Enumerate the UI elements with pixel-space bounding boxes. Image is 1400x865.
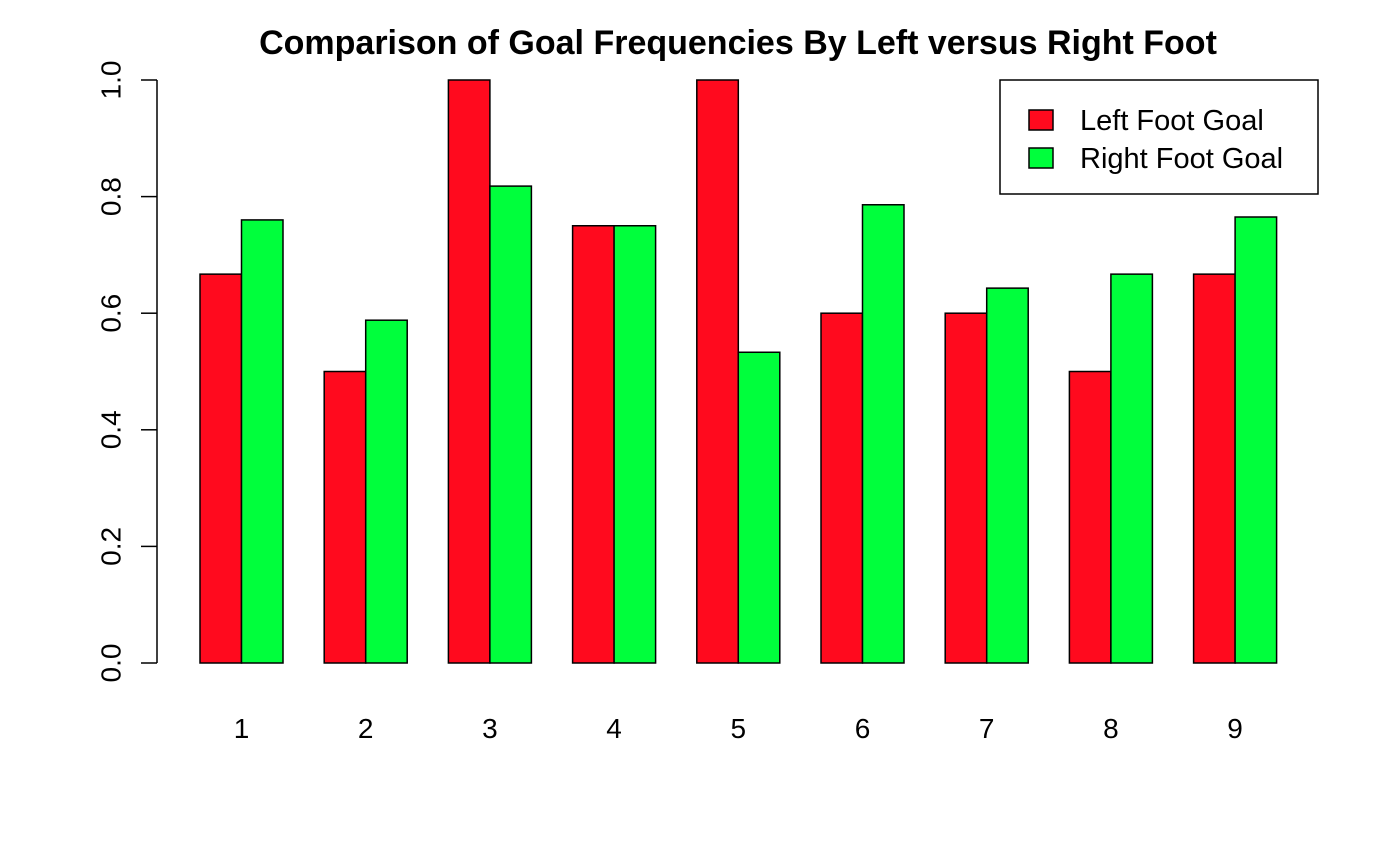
bar-series-1-category-7 (944, 312, 988, 664)
bar-series-1-category-2 (323, 370, 367, 664)
bar-series-1-category-3 (447, 79, 491, 664)
x-tick-label: 8 (1103, 713, 1119, 744)
x-tick-label: 2 (358, 713, 374, 744)
legend-label-series-1: Left Foot Goal (1080, 105, 1264, 137)
bar-series-2-category-1 (240, 219, 284, 664)
bar-series-2-category-2 (364, 319, 408, 664)
legend-swatch-series-2 (1028, 147, 1054, 169)
x-tick-label: 7 (979, 713, 995, 744)
y-tick-label: 0.6 (96, 294, 127, 333)
bars-group (199, 79, 1278, 664)
bar-series-1-category-5 (696, 79, 740, 664)
legend: Left Foot Goal Right Foot Goal (999, 79, 1319, 195)
bar-series-2-category-3 (489, 185, 533, 664)
bar-series-2-category-7 (985, 287, 1029, 664)
bar-series-2-category-5 (737, 351, 781, 664)
x-tick-label: 4 (606, 713, 622, 744)
bar-series-1-category-9 (1192, 273, 1236, 664)
bar-series-1-category-8 (1068, 370, 1112, 664)
bar-series-2-category-9 (1234, 216, 1278, 664)
y-tick-label: 0.4 (96, 410, 127, 449)
bar-series-1-category-1 (199, 273, 243, 664)
bar-series-2-category-6 (861, 204, 905, 664)
x-tick-label: 3 (482, 713, 498, 744)
x-tick-label: 5 (731, 713, 747, 744)
x-tick-label: 6 (855, 713, 871, 744)
bar-series-2-category-8 (1110, 273, 1154, 664)
legend-label-series-2: Right Foot Goal (1080, 143, 1283, 175)
x-tick-label: 1 (234, 713, 250, 744)
bar-series-1-category-6 (820, 312, 864, 664)
bar-series-1-category-4 (571, 225, 615, 664)
y-tick-label: 0.8 (96, 177, 127, 216)
y-tick-label: 0.0 (96, 644, 127, 683)
legend-swatch-series-1 (1028, 109, 1054, 131)
legend-box (999, 79, 1319, 195)
y-axis: 0.0 0.2 0.4 0.6 0.8 1.0 (96, 61, 158, 683)
bar-series-2-category-4 (613, 225, 657, 664)
y-tick-label: 1.0 (96, 61, 127, 100)
x-tick-label: 9 (1227, 713, 1243, 744)
chart-title: Comparison of Goal Frequencies By Left v… (259, 24, 1217, 62)
x-axis-labels: 1 2 3 4 5 6 7 8 9 (234, 713, 1243, 744)
y-tick-label: 0.2 (96, 527, 127, 566)
